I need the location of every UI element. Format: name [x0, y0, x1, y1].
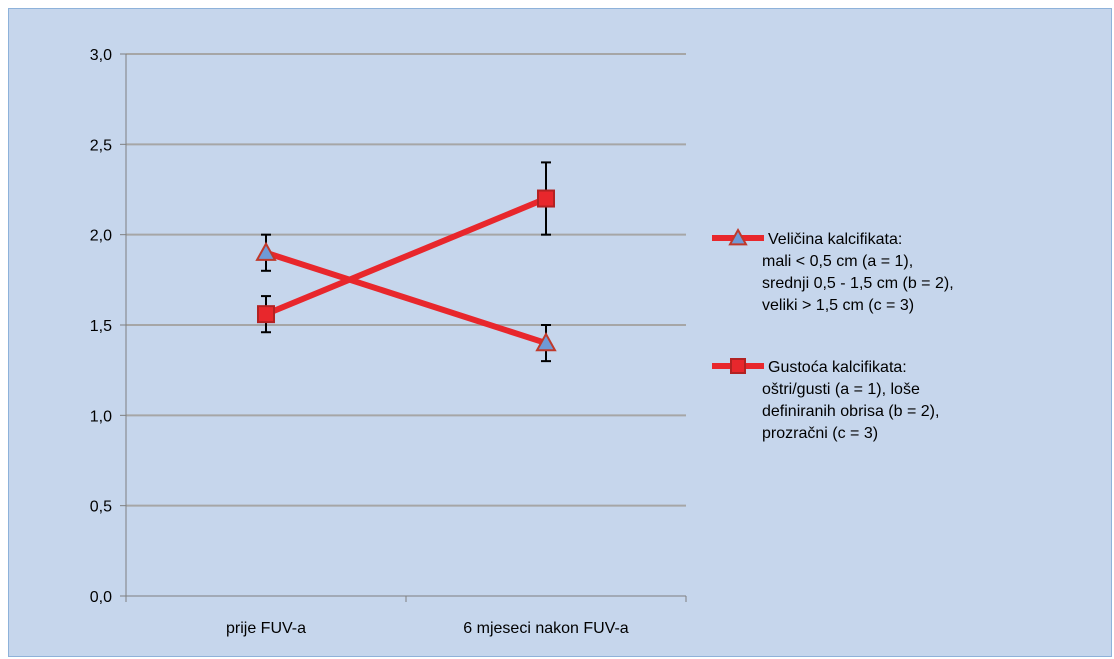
- y-tick-label: 1,5: [90, 318, 112, 335]
- legend-label: oštri/gusti (a = 1), loše: [762, 381, 920, 398]
- series-line: [265, 249, 547, 346]
- x-tick-label: 6 mjeseci nakon FUV-a: [463, 620, 629, 637]
- legend-label: mali < 0,5 cm (a = 1),: [762, 253, 913, 270]
- data-point-square: [257, 305, 275, 324]
- legend-label: definiranih obrisa (b = 2),: [762, 403, 939, 420]
- y-tick-label: 1,0: [90, 408, 112, 425]
- y-tick-label: 2,0: [90, 228, 112, 245]
- data-point-square: [537, 189, 555, 208]
- legend-marker: [730, 358, 746, 374]
- legend-label: Veličina kalcifikata:: [768, 231, 902, 248]
- legend-label: srednji 0,5 - 1,5 cm (b = 2),: [762, 275, 954, 292]
- legend-marker: [728, 227, 748, 246]
- data-point-triangle: [535, 332, 557, 352]
- legend-label: prozračni (c = 3): [762, 425, 878, 442]
- legend-label: Gustoća kalcifikata:: [768, 359, 907, 376]
- legend-label: veliki > 1,5 cm (c = 3): [762, 297, 914, 314]
- y-tick-label: 3,0: [90, 47, 112, 64]
- y-tick-label: 0,0: [90, 589, 112, 606]
- y-tick-label: 2,5: [90, 137, 112, 154]
- x-tick-label: prije FUV-a: [226, 620, 306, 637]
- data-point-triangle: [255, 241, 277, 261]
- series-line: [264, 195, 548, 317]
- chart-frame: [8, 8, 1112, 657]
- y-tick-label: 0,5: [90, 499, 112, 516]
